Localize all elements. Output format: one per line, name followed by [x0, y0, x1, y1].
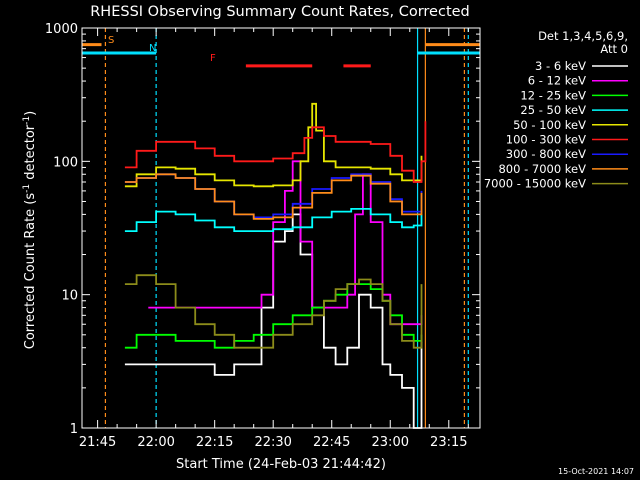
flag-bars — [82, 43, 480, 68]
y-axis-label-sup2: -1 — [22, 116, 32, 125]
marker-n-label: N — [149, 43, 156, 54]
legend-label-100-300-kev: 100 - 300 keV — [506, 133, 586, 147]
legend-label-300-800-kev: 300 - 800 keV — [506, 147, 586, 161]
x-tick-label-2200: 22:00 — [137, 435, 174, 450]
series-100-300-kev — [124, 121, 427, 183]
y-tick-label-100: 100 — [53, 155, 78, 170]
marker-f-label: F — [210, 53, 216, 64]
legend-header-line1: Det 1,3,4,5,6,9, — [538, 29, 628, 43]
x-tick-label-2300: 23:00 — [372, 435, 409, 450]
legend-label-50-100-kev: 50 - 100 keV — [513, 118, 586, 132]
chart-title: RHESSI Observing Summary Count Rates, Co… — [90, 4, 470, 20]
legend-label-800-7000-kev: 800 - 7000 keV — [498, 162, 586, 176]
x-tick-label-2215: 22:15 — [196, 435, 233, 450]
x-tick-label-2230: 22:30 — [254, 435, 291, 450]
legend-label-25-50-kev: 25 - 50 keV — [520, 103, 586, 117]
series-50-100-kev — [124, 102, 423, 188]
series-7000-15000-kev — [124, 274, 423, 349]
legend-label-6-12-kev: 6 - 12 keV — [528, 74, 586, 88]
x-axis: 21:45 22:00 22:15 22:30 22:45 23:00 23:15 — [79, 28, 469, 450]
marker-s-label: S — [108, 35, 114, 46]
series-25-50-kev — [124, 208, 423, 232]
legend-header-line2: Att 0 — [600, 42, 628, 56]
y-tick-label-1: 1 — [70, 422, 78, 437]
y-tick-label-10: 10 — [61, 289, 78, 304]
y-axis-label-mid: detector — [23, 124, 38, 184]
series-800-7000-kev — [124, 173, 423, 220]
x-tick-label-2145: 21:45 — [79, 435, 116, 450]
y-axis-label-end: ) — [23, 111, 38, 116]
y-axis-label: Corrected Count Rate (s-1 detector-1) — [22, 111, 38, 349]
legend-label-7000-15000-kev: 7000 - 15000 keV — [484, 177, 586, 191]
vertical-markers — [104, 28, 469, 428]
timestamp: 15-Oct-2021 14:07 — [558, 467, 634, 476]
y-tick-label-1000: 1000 — [45, 22, 78, 37]
series-group — [124, 102, 427, 429]
x-tick-label-2315: 23:15 — [430, 435, 467, 450]
x-tick-label-2245: 22:45 — [313, 435, 350, 450]
plot-frame — [81, 27, 481, 429]
legend-label-3-6-kev: 3 - 6 keV — [535, 59, 586, 73]
y-axis-label-sup1: -1 — [22, 184, 32, 193]
legend-label-12-25-kev: 12 - 25 keV — [520, 88, 586, 102]
y-axis: 1 10 100 1000 — [45, 22, 480, 437]
y-axis-label-main: Corrected Count Rate (s — [23, 193, 38, 350]
x-axis-label: Start Time (24-Feb-03 21:44:42) — [176, 457, 386, 472]
